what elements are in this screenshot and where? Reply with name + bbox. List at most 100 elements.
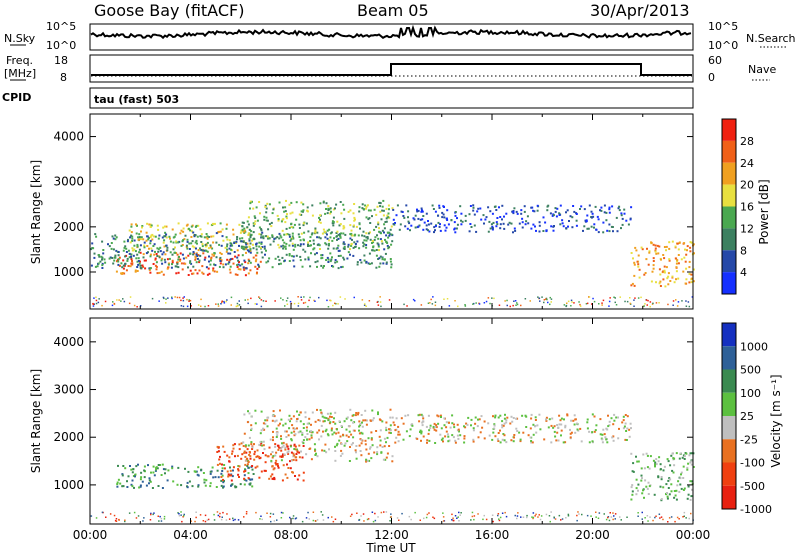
- heatmap-cell: [331, 433, 334, 436]
- heatmap-cell: [685, 517, 687, 519]
- heatmap-cell: [131, 247, 134, 250]
- heatmap-cell: [171, 263, 173, 266]
- colorbar-tick-label: -100: [740, 457, 765, 470]
- heatmap-cell: [602, 428, 605, 431]
- heatmap-cell: [287, 452, 290, 455]
- heatmap-cell: [134, 269, 137, 272]
- heatmap-cell: [349, 248, 351, 251]
- heatmap-cell: [667, 283, 670, 286]
- heatmap-cell: [390, 513, 392, 515]
- heatmap-cell: [243, 483, 246, 486]
- heatmap-cell: [130, 223, 133, 226]
- heatmap-cell: [146, 245, 149, 247]
- heatmap-cell: [688, 454, 691, 457]
- heatmap-cell: [369, 446, 372, 449]
- heatmap-cell: [536, 204, 539, 207]
- heatmap-cell: [652, 267, 655, 270]
- heatmap-cell: [590, 515, 592, 517]
- velocity-ylabel: Slant Range [km]: [29, 369, 43, 473]
- heatmap-cell: [323, 420, 326, 423]
- heatmap-cell: [689, 250, 692, 253]
- heatmap-cell: [337, 431, 340, 434]
- heatmap-cell: [675, 452, 678, 455]
- heatmap-cell: [408, 435, 411, 438]
- nave-label: Nave: [748, 63, 776, 76]
- heatmap-cell: [289, 516, 291, 519]
- heatmap-cell: [660, 476, 663, 478]
- heatmap-cell: [524, 298, 527, 300]
- heatmap-cell: [433, 422, 436, 425]
- heatmap-cell: [337, 233, 340, 236]
- heatmap-cell: [243, 470, 246, 473]
- heatmap-cell: [251, 239, 253, 242]
- heatmap-cell: [608, 424, 611, 427]
- heatmap-cell: [372, 241, 375, 244]
- heatmap-cell: [239, 268, 242, 271]
- heatmap-cell: [665, 483, 668, 486]
- heatmap-cell: [176, 296, 179, 299]
- heatmap-cell: [683, 242, 686, 245]
- heatmap-cell: [464, 214, 467, 217]
- heatmap-cell: [385, 511, 388, 513]
- heatmap-cell: [388, 299, 391, 301]
- heatmap-cell: [336, 442, 339, 445]
- heatmap-cell: [206, 519, 209, 521]
- heatmap-cell: [324, 236, 327, 239]
- heatmap-cell: [166, 479, 169, 482]
- heatmap-cell: [516, 517, 518, 520]
- heatmap-cell: [298, 451, 301, 454]
- heatmap-cell: [133, 511, 136, 514]
- heatmap-cell: [373, 208, 376, 211]
- heatmap-cell: [615, 216, 618, 219]
- heatmap-cell: [635, 493, 638, 496]
- heatmap-cell: [153, 474, 156, 477]
- heatmap-cell: [529, 300, 531, 302]
- heatmap-cell: [295, 201, 298, 204]
- heatmap-cell: [651, 303, 654, 305]
- heatmap-cell: [300, 296, 302, 298]
- heatmap-cell: [228, 518, 231, 520]
- heatmap-cell: [288, 254, 291, 257]
- heatmap-cell: [575, 213, 578, 215]
- heatmap-cell: [139, 266, 142, 269]
- heatmap-cell: [304, 301, 307, 304]
- heatmap-cell: [531, 516, 533, 518]
- heatmap-cell: [250, 443, 253, 446]
- heatmap-cell: [169, 251, 172, 254]
- heatmap-cell: [116, 260, 118, 263]
- heatmap-cell: [229, 466, 231, 469]
- heatmap-cell: [663, 269, 666, 272]
- heatmap-cell: [532, 209, 535, 212]
- heatmap-cell: [337, 255, 340, 257]
- heatmap-cell: [253, 215, 256, 218]
- heatmap-cell: [422, 420, 425, 423]
- heatmap-cell: [275, 463, 278, 466]
- heatmap-cell: [331, 516, 333, 518]
- heatmap-cell: [536, 424, 539, 427]
- heatmap-cell: [265, 211, 268, 214]
- heatmap-cell: [205, 236, 208, 239]
- heatmap-cell: [278, 232, 281, 235]
- heatmap-cell: [97, 301, 100, 304]
- heatmap-cell: [613, 296, 615, 298]
- heatmap-cell: [133, 244, 136, 247]
- heatmap-cell: [451, 422, 454, 425]
- heatmap-cell: [620, 212, 623, 215]
- heatmap-cell: [309, 296, 311, 299]
- heatmap-cell: [310, 430, 313, 433]
- heatmap-cell: [292, 259, 295, 262]
- heatmap-cell: [319, 248, 321, 250]
- colorbar-swatch: [722, 250, 736, 273]
- heatmap-cell: [271, 236, 274, 238]
- heatmap-cell: [253, 443, 255, 446]
- heatmap-cell: [307, 256, 310, 259]
- heatmap-cell: [254, 265, 257, 268]
- heatmap-cell: [294, 445, 297, 448]
- heatmap-cell: [134, 475, 136, 478]
- heatmap-cell: [575, 219, 578, 222]
- heatmap-cell: [668, 493, 671, 496]
- heatmap-cell: [388, 246, 390, 249]
- heatmap-cell: [114, 256, 117, 259]
- heatmap-cell: [208, 255, 210, 258]
- heatmap-cell: [347, 243, 350, 246]
